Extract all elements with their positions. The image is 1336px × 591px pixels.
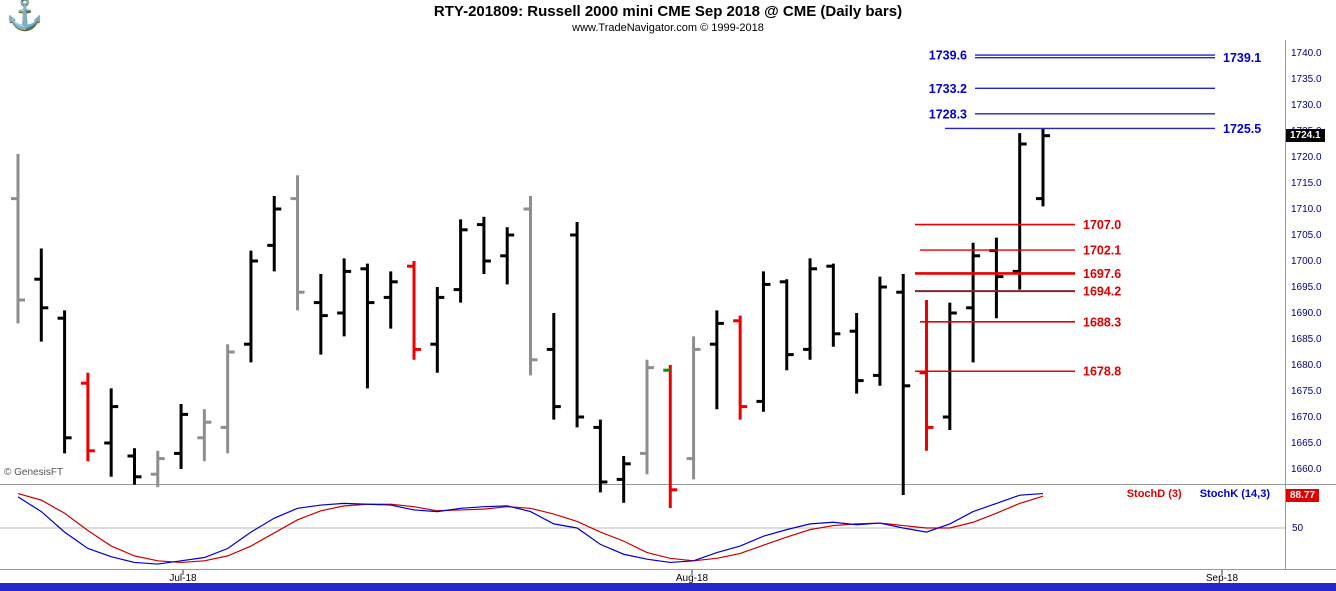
stoch-mid-label: 50 <box>1292 523 1304 534</box>
price-axis-label: 1740.0 <box>1291 48 1322 59</box>
indicator-legend: StochD (3) StochK (14,3) <box>1127 488 1270 500</box>
resistance-label: 1728.3 <box>929 107 967 121</box>
support-label: 1707.0 <box>1083 218 1121 232</box>
support-label: 1702.1 <box>1083 244 1121 258</box>
genesis-watermark: © GenesisFT <box>4 467 64 478</box>
stoch-value-badge: 88.77 <box>1286 489 1320 503</box>
price-axis-label: 1675.0 <box>1291 386 1322 397</box>
support-label: 1688.3 <box>1083 315 1121 329</box>
stochd-label: StochD (3) <box>1126 488 1182 500</box>
anchor-icon: ⚓ <box>6 0 44 31</box>
price-axis-label: 1710.0 <box>1291 204 1322 215</box>
last-price-badge: 1724.1 <box>1286 128 1325 142</box>
price-axis-label: 1705.0 <box>1291 230 1322 241</box>
date-axis-label: Jul-18 <box>169 573 197 584</box>
support-label: 1697.6 <box>1083 267 1121 281</box>
resistance-label: 1733.2 <box>929 82 967 96</box>
anchor-logo: ⚓ <box>6 0 43 32</box>
price-axis-label: 1665.0 <box>1291 438 1322 449</box>
chart-title: RTY-201809: Russell 2000 mini CME Sep 20… <box>433 3 903 20</box>
resistance-label: 1739.6 <box>929 49 967 63</box>
price-axis-label: 1685.0 <box>1291 334 1322 345</box>
price-axis-label: 1695.0 <box>1291 282 1322 293</box>
price-axis-label: 1730.0 <box>1291 100 1322 111</box>
price-axis-label: 1715.0 <box>1291 178 1322 189</box>
price-axis-label: 1660.0 <box>1291 464 1322 475</box>
price-axis-label: 1680.0 <box>1291 360 1322 371</box>
chart-subtitle: www.TradeNavigator.com © 1999-2018 <box>572 22 764 34</box>
resistance-label: 1739.1 <box>1223 51 1261 65</box>
price-axis-label: 1670.0 <box>1291 412 1322 423</box>
price-axis-label: 1700.0 <box>1291 256 1322 267</box>
bottom-bar <box>0 583 1336 591</box>
support-label: 1678.8 <box>1083 365 1121 379</box>
date-axis-label: Sep-18 <box>1205 573 1239 584</box>
stochk-label: StochK (14,3) <box>1199 488 1270 500</box>
stochk-line <box>17 492 1044 565</box>
price-axis-label: 1690.0 <box>1291 308 1322 319</box>
date-axis-label: Aug-18 <box>675 573 709 584</box>
price-axis-label: 1720.0 <box>1291 152 1322 163</box>
support-label: 1694.2 <box>1083 285 1121 299</box>
resistance-label: 1725.5 <box>1223 122 1261 136</box>
price-axis-label: 1735.0 <box>1291 74 1322 85</box>
